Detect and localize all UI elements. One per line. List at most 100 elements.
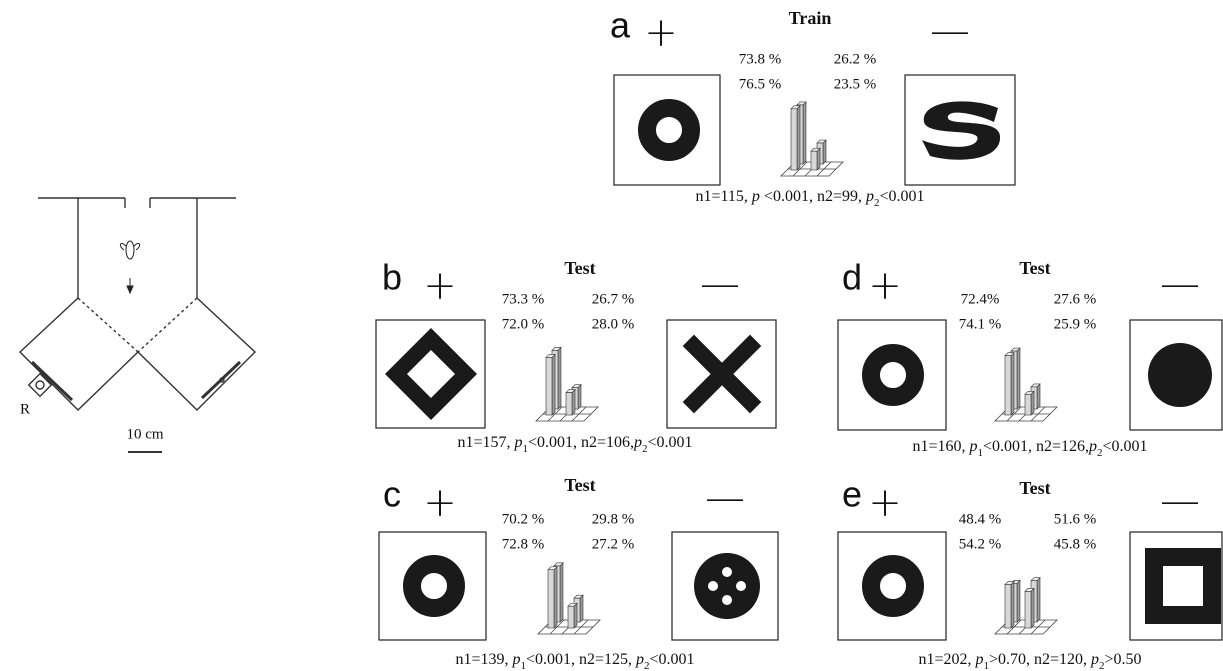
hole: [736, 581, 746, 591]
percentage-label: 26.2 %: [834, 51, 877, 67]
percentage-label: 27.2 %: [592, 536, 635, 552]
stats-segment: p: [968, 438, 977, 455]
bar: [811, 151, 817, 170]
bar-side: [574, 603, 577, 628]
ring: [412, 564, 456, 608]
percentage-label: 23.5 %: [834, 76, 877, 92]
disc: [1148, 343, 1212, 407]
stats-segment: p: [513, 434, 522, 451]
bar-side: [580, 595, 583, 622]
stimulus-box: [379, 532, 486, 640]
bar-side: [823, 140, 826, 164]
bar-side: [578, 385, 581, 409]
bar-side: [1031, 391, 1034, 415]
bar: [548, 570, 554, 628]
hole: [722, 595, 732, 605]
minus-sign: —: [1160, 261, 1200, 307]
figure: R 10 cm a+—Train73.8 %26.2 %76.5 %23.5 %…: [0, 0, 1223, 671]
stimulus: [647, 108, 691, 152]
stimulus-box: [614, 75, 720, 185]
bar-side: [1037, 578, 1040, 622]
percentage-label: 26.7 %: [592, 291, 635, 307]
bar-side: [572, 390, 575, 415]
bar: [566, 393, 572, 415]
stats-segment: >0.70, n2=120,: [989, 651, 1091, 668]
s-shape: [922, 101, 1000, 159]
plus-sign: +: [644, 10, 678, 56]
panel-title: Train: [789, 8, 832, 28]
stats-segment: p: [1090, 651, 1099, 668]
stimulus: [412, 564, 456, 608]
bar-side: [817, 148, 820, 170]
bar: [1025, 394, 1031, 415]
stats-segment: >0.50: [1105, 651, 1142, 668]
bar: [1005, 585, 1011, 628]
percentage-label: 54.2 %: [959, 536, 1002, 552]
plus-sign: +: [423, 480, 457, 526]
stimulus: [694, 346, 750, 402]
bar-side: [803, 102, 806, 164]
percentage-label: 72.0 %: [502, 316, 545, 332]
diamond: [385, 328, 477, 420]
release-label: R: [20, 401, 30, 417]
percentage-label: 76.5 %: [739, 76, 782, 92]
bar-side: [797, 106, 800, 170]
percentage-label: 72.4%: [961, 291, 1000, 307]
bar: [568, 606, 574, 628]
stimulus: [1145, 548, 1221, 624]
percentage-label: 73.3 %: [502, 291, 545, 307]
bar-side: [1017, 580, 1020, 622]
stimulus: [1148, 343, 1212, 407]
bar: [546, 357, 552, 415]
bar-side: [1011, 582, 1014, 628]
percentage-label: 51.6 %: [1054, 511, 1097, 527]
percentage-label: 73.8 %: [739, 51, 782, 67]
percentage-label: 70.2 %: [502, 511, 545, 527]
percentage-label: 29.8 %: [592, 511, 635, 527]
bar: [791, 109, 797, 170]
percentage-label: 45.8 %: [1054, 536, 1097, 552]
stats-segment: <0.001, n2=125,: [526, 651, 636, 668]
hole: [708, 581, 718, 591]
ring: [871, 564, 915, 608]
percentage-label: 72.8 %: [502, 536, 545, 552]
stimulus: [871, 564, 915, 608]
stats-segment: p: [865, 188, 874, 205]
scale-label: 10 cm: [126, 426, 163, 442]
panel-title: Test: [564, 258, 595, 278]
minus-sign: —: [700, 261, 740, 307]
panel-title: Test: [564, 475, 595, 495]
bar: [1005, 356, 1011, 415]
ring: [647, 108, 691, 152]
stats-segment: p: [635, 651, 644, 668]
stats-segment: <0.001, n2=126,: [983, 438, 1089, 455]
bar-side: [1031, 588, 1034, 628]
square-ring: [1145, 548, 1221, 624]
panel-letter: b: [382, 257, 402, 298]
plus-sign: +: [868, 480, 902, 526]
stimulus: [385, 328, 477, 420]
bar: [1025, 591, 1031, 628]
stats-segment: p: [751, 188, 760, 205]
stats-segment: <0.001: [648, 434, 693, 451]
stimulus-box: [838, 532, 946, 640]
bar-side: [558, 347, 561, 409]
bar-side: [552, 354, 555, 415]
stats-segment: n1=139,: [455, 651, 512, 668]
minus-sign: —: [705, 475, 745, 521]
percentage-label: 27.6 %: [1054, 291, 1097, 307]
stats-segment: n1=202,: [918, 651, 975, 668]
panel-letter: d: [842, 257, 862, 298]
bar-side: [560, 563, 563, 622]
stats-segment: <0.001: [1103, 438, 1148, 455]
panel-letter: e: [842, 474, 862, 515]
stats-segment: p: [511, 651, 520, 668]
stats-line: n1=157, p1<0.001, n2=106,p2<0.001: [457, 434, 692, 455]
maze-diagram: [20, 198, 255, 452]
panel-title: Test: [1019, 258, 1050, 278]
stimulus-box: [838, 320, 946, 430]
plus-sign: +: [423, 263, 457, 309]
minus-sign: —: [930, 8, 970, 54]
plus-sign: +: [868, 263, 902, 309]
percentage-label: 28.0 %: [592, 316, 635, 332]
